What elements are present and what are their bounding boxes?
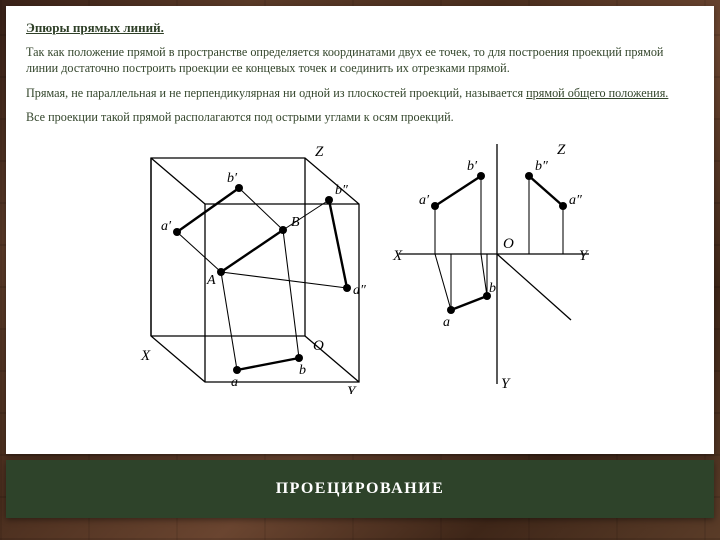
svg-text:b: b (489, 281, 496, 296)
footer-title: ПРОЕЦИРОВАНИЕ (276, 480, 445, 498)
svg-text:Y: Y (501, 376, 511, 392)
svg-text:A: A (206, 273, 216, 288)
svg-text:Z: Z (557, 142, 566, 158)
svg-text:a′: a′ (419, 193, 430, 208)
svg-text:a: a (231, 375, 238, 390)
svg-text:Z: Z (315, 144, 324, 160)
footer-band: ПРОЕЦИРОВАНИЕ (6, 460, 714, 518)
heading: Эпюры прямых линий. (26, 20, 694, 36)
paper-panel: Эпюры прямых линий. Так как положение пр… (6, 6, 714, 454)
p2-plain: Прямая, не параллельная и не перпендикул… (26, 86, 526, 100)
svg-text:Y: Y (347, 384, 357, 394)
svg-text:a′: a′ (161, 219, 172, 234)
svg-text:Y: Y (579, 248, 589, 264)
paragraph-2: Прямая, не параллельная и не перпендикул… (26, 85, 694, 101)
paragraph-1: Так как положение прямой в пространстве … (26, 44, 694, 77)
svg-text:X: X (392, 248, 403, 264)
figure-wrap: Z X Y O A Ba b a′ b′ a″ b″ Z X Y Y Oa b a′ b′ a″ b″ (26, 134, 694, 394)
paragraph-3: Все проекции такой прямой располагаются … (26, 109, 694, 125)
svg-text:b″: b″ (335, 183, 348, 198)
svg-text:b′: b′ (467, 159, 478, 174)
svg-text:b: b (299, 363, 306, 378)
svg-text:a″: a″ (353, 283, 366, 298)
svg-text:b″: b″ (535, 159, 548, 174)
svg-text:O: O (503, 236, 514, 252)
slide-root: Эпюры прямых линий. Так как положение пр… (0, 0, 720, 540)
svg-text:a″: a″ (569, 193, 582, 208)
p2-term: прямой общего положения. (526, 86, 668, 100)
svg-text:a: a (443, 315, 450, 330)
projection-diagram: Z X Y O A Ba b a′ b′ a″ b″ Z X Y Y Oa b a′ b′ a″ b″ (125, 134, 595, 394)
svg-text:b′: b′ (227, 171, 238, 186)
svg-text:O: O (313, 338, 324, 354)
svg-text:X: X (140, 348, 151, 364)
svg-text:B: B (291, 215, 300, 230)
